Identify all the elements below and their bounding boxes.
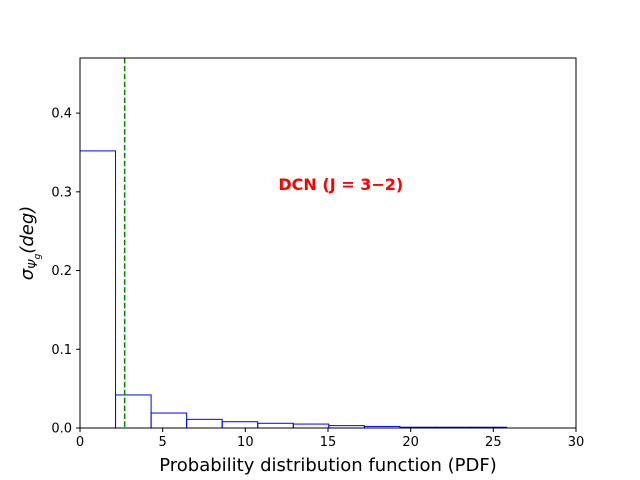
histogram-bar-2 [150,412,188,429]
x-tick-label-4: 20 [402,435,419,450]
histogram-bar-1 [115,394,152,429]
histogram-bar-3 [186,418,223,429]
x-tick-label-6: 30 [568,435,585,450]
y-axis-label: σΨg(deg) [17,206,43,281]
y-axis-label-subsub: g [33,253,43,259]
y-tick-label-2: 0.2 [51,264,72,279]
y-axis-label-sub: Ψ [26,259,40,269]
y-axis: 0.0 0.1 0.2 0.3 0.4 [51,107,80,437]
y-tick-label-3: 0.3 [51,185,72,200]
x-axis: 0 5 10 15 20 25 30 [76,428,584,450]
plot-frame [79,57,577,429]
histogram-bar-0 [79,150,117,429]
histogram-bar-5 [257,422,294,429]
histogram-bar-4 [221,421,259,429]
y-tick-label-0: 0.0 [51,422,72,437]
y-tick-label-4: 0.4 [51,107,72,122]
x-tick-label-1: 5 [159,435,167,450]
histogram-bar-6 [292,423,330,429]
y-axis-label-base: σ [17,268,38,280]
y-tick-label-1: 0.1 [51,343,72,358]
x-tick-label-3: 15 [320,435,337,450]
x-axis-label: Probability distribution function (PDF) [159,455,497,476]
x-tick-label-0: 0 [76,435,84,450]
chart-annotation: DCN (J = 3−2) [278,175,403,194]
y-axis-label-unit: (deg) [17,206,38,254]
x-tick-label-5: 25 [485,435,502,450]
x-tick-label-2: 10 [237,435,254,450]
